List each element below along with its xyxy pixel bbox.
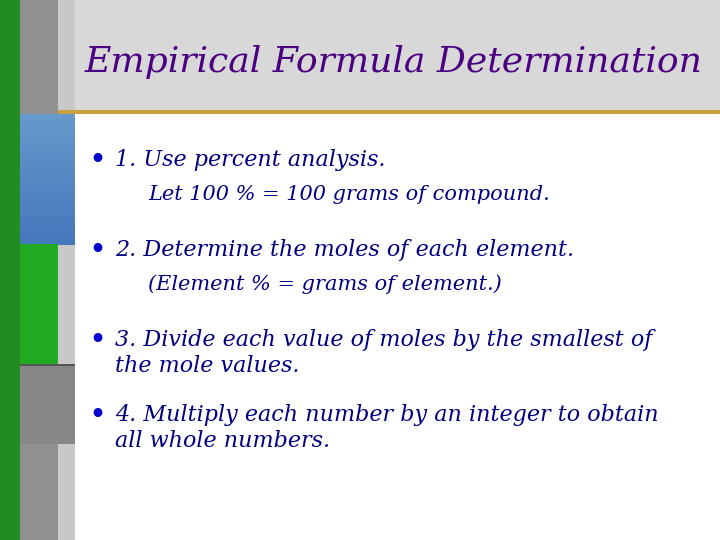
Text: (Element % = grams of element.): (Element % = grams of element.) [148, 274, 502, 294]
Text: Let 100 % = 100 grams of compound.: Let 100 % = 100 grams of compound. [148, 185, 550, 204]
Text: 3. Divide each value of moles by the smallest of: 3. Divide each value of moles by the sma… [115, 329, 652, 351]
Bar [20, 166, 75, 171]
Bar [75, 0, 720, 110]
Bar [20, 197, 75, 201]
Bar [20, 161, 75, 166]
Bar [20, 218, 75, 223]
Bar [20, 227, 75, 232]
Bar [20, 0, 58, 540]
Text: •: • [89, 328, 105, 352]
Bar [20, 170, 75, 175]
Bar [20, 231, 75, 236]
Bar [20, 188, 75, 192]
Bar [0, 110, 720, 114]
Bar [20, 184, 75, 188]
Bar [20, 157, 75, 162]
Bar [20, 131, 75, 136]
Bar [20, 123, 75, 127]
Bar [20, 140, 75, 145]
Text: 2. Determine the moles of each element.: 2. Determine the moles of each element. [115, 239, 574, 261]
Text: •: • [89, 148, 105, 172]
Text: Empirical Formula Determination: Empirical Formula Determination [85, 45, 703, 79]
Bar [20, 214, 75, 219]
Text: •: • [89, 403, 105, 427]
Text: all whole numbers.: all whole numbers. [115, 430, 330, 452]
Bar [20, 118, 75, 123]
Bar [20, 127, 75, 132]
Text: the mole values.: the mole values. [115, 355, 300, 377]
Bar [20, 364, 75, 444]
Bar [20, 210, 75, 214]
Bar [20, 222, 75, 227]
Bar [20, 364, 75, 366]
Bar [20, 244, 58, 364]
Bar [20, 205, 75, 210]
Bar [20, 148, 75, 153]
Bar [20, 240, 75, 245]
Bar [20, 179, 75, 184]
Bar [20, 174, 75, 179]
Bar [20, 114, 75, 119]
Bar [20, 153, 75, 158]
Bar [20, 201, 75, 206]
Text: •: • [89, 238, 105, 262]
Text: 4. Multiply each number by an integer to obtain: 4. Multiply each number by an integer to… [115, 404, 659, 426]
Bar [20, 144, 75, 149]
Bar [0, 0, 20, 540]
Bar [20, 136, 75, 140]
Bar [20, 192, 75, 197]
Bar [20, 235, 75, 240]
Bar [75, 114, 720, 540]
Text: 1. Use percent analysis.: 1. Use percent analysis. [115, 149, 385, 171]
